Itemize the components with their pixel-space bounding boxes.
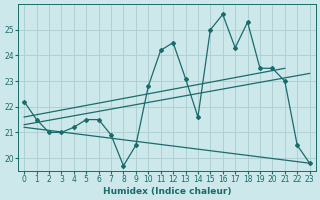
X-axis label: Humidex (Indice chaleur): Humidex (Indice chaleur): [103, 187, 231, 196]
